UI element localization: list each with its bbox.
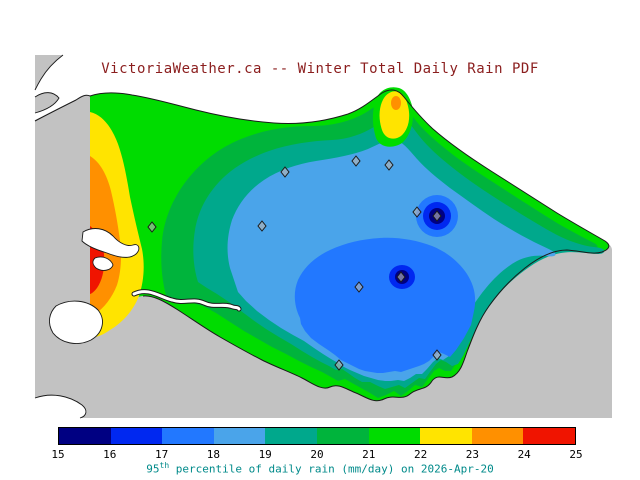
station-marker [396, 271, 406, 283]
colorbar-tick-label: 18 [206, 448, 221, 461]
caption-prefix: 95 [146, 462, 160, 476]
colorbar-tick-label: 24 [517, 448, 531, 461]
map-title: VictoriaWeather.ca -- Winter Total Daily… [101, 61, 539, 77]
station-marker [432, 349, 442, 361]
caption-superscript: th [159, 461, 170, 470]
station-marker [280, 166, 290, 178]
corner-coastline-lower [34, 92, 60, 114]
station-marker [334, 359, 344, 371]
colorbar-tick-label: 21 [362, 448, 376, 461]
station-marker [432, 210, 442, 222]
caption-rest: percentile of daily rain (mm/day) on 202… [169, 462, 494, 476]
colorbar-tick-label: 19 [258, 448, 272, 461]
coast-maximum-23-24 [391, 96, 401, 110]
colorbar-tick-label: 22 [413, 448, 428, 461]
lagoon-water [49, 300, 103, 344]
colorbar-segment [471, 428, 524, 444]
colorbar-segment [59, 428, 111, 444]
colorbar-segment [523, 428, 575, 444]
station-marker [354, 281, 364, 293]
station-marker [412, 206, 422, 218]
colorbar-tick-label: 15 [51, 448, 65, 461]
southwest-water [35, 395, 86, 418]
station-marker [147, 221, 157, 233]
station-marker [257, 220, 267, 232]
colorbar-caption: 95th percentile of daily rain (mm/day) o… [0, 461, 640, 476]
colorbar-ticks: 15 16 17 18 19 20 21 22 23 24 25 [51, 448, 582, 461]
colorbar [58, 427, 576, 445]
corner-land-lower [35, 92, 59, 113]
southwest-coastline [34, 394, 87, 419]
colorbar-segment [265, 428, 317, 444]
colorbar-tick-label: 17 [154, 448, 169, 461]
harbour-inlet [81, 228, 140, 258]
station-markers [147, 155, 442, 371]
colorbar-segment [110, 428, 163, 444]
contour-band-17-18 [294, 237, 476, 373]
corner-coastline-upper [34, 54, 64, 91]
colorbar-tick-label: 20 [310, 448, 324, 461]
colorbar-segment [420, 428, 472, 444]
colorbar-tick-label: 25 [569, 448, 583, 461]
colorbar-segment [162, 428, 214, 444]
harbour-inlet-small [92, 256, 114, 271]
coastline [34, 89, 610, 402]
station-marker [384, 159, 394, 171]
colorbar-segment [213, 428, 266, 444]
station-marker [351, 155, 361, 167]
colorbar-segment [368, 428, 421, 444]
gorge-channel-water [132, 290, 241, 311]
colorbar-tick-label: 23 [465, 448, 480, 461]
coast-maximum-22-23 [379, 91, 410, 139]
colorbar-tick-label: 16 [103, 448, 117, 461]
colorbar-segment [316, 428, 369, 444]
corner-land-upper [35, 55, 63, 90]
